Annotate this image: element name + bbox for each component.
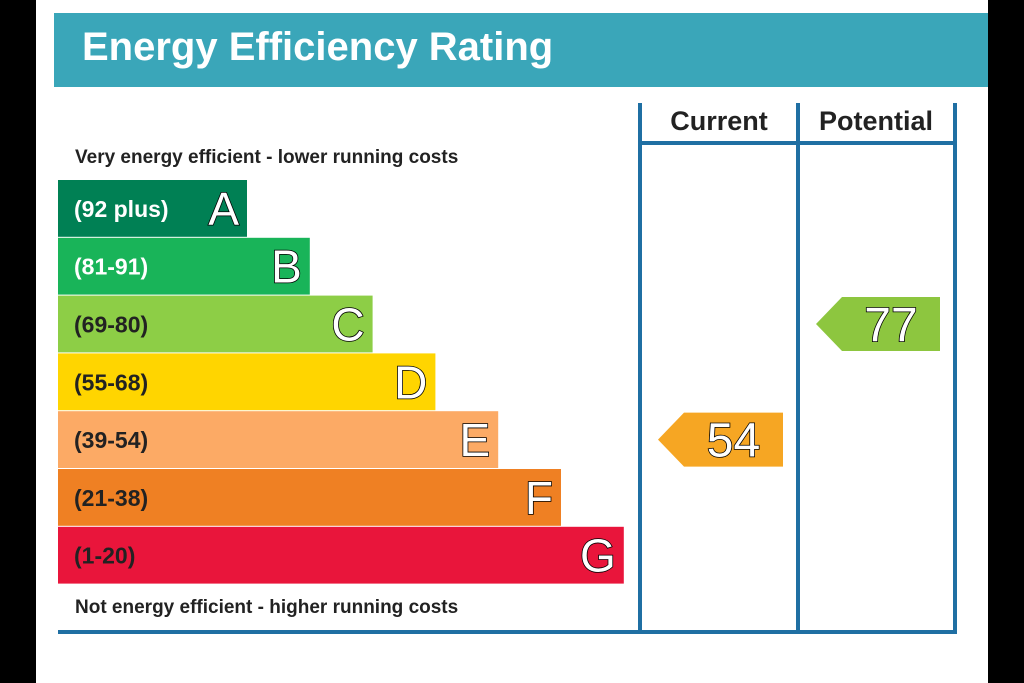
caption-bottom: Not energy efficient - higher running co…: [75, 597, 458, 618]
rating-frame: [58, 103, 957, 634]
band-range-d: (55-68): [74, 369, 148, 395]
rating-markers: 54 77: [658, 297, 940, 468]
potential-column-header: Potential: [819, 106, 933, 136]
rating-bands: (92 plus) A (81-91) B (69-80) C (55-68) D (39-54…: [58, 180, 624, 584]
band-letter-e: E: [460, 414, 491, 466]
band-letter-g: G: [580, 530, 616, 582]
chart-title: Energy Efficiency Rating: [82, 25, 554, 69]
current-rating-arrow: [658, 412, 783, 467]
potential-rating-value: 77: [864, 299, 917, 352]
band-letter-d: D: [394, 356, 427, 408]
potential-rating-arrow: [816, 297, 940, 351]
band-letter-c: C: [331, 299, 364, 351]
band-bar-e: [58, 411, 499, 468]
band-bar-f: [58, 469, 561, 526]
band-range-f: (21-38): [74, 485, 148, 511]
band-letter-b: B: [271, 241, 302, 293]
band-range-c: (69-80): [74, 312, 148, 338]
band-bar-a: [58, 180, 247, 237]
current-rating-value: 54: [707, 415, 760, 468]
band-range-e: (39-54): [74, 427, 148, 453]
band-bar-d: [58, 353, 436, 411]
title-bar: Energy Efficiency Rating: [54, 13, 988, 87]
band-range-a: (92 plus): [74, 196, 169, 222]
band-bar-b: [58, 237, 310, 295]
band-letter-a: A: [208, 183, 239, 235]
current-column-header: Current: [670, 106, 768, 136]
caption-top: Very energy efficient - lower running co…: [75, 147, 458, 168]
band-bar-g: [58, 526, 624, 584]
band-letter-f: F: [525, 472, 553, 524]
band-bar-c: [58, 295, 373, 353]
band-range-b: (81-91): [74, 254, 148, 280]
band-range-g: (1-20): [74, 543, 135, 569]
